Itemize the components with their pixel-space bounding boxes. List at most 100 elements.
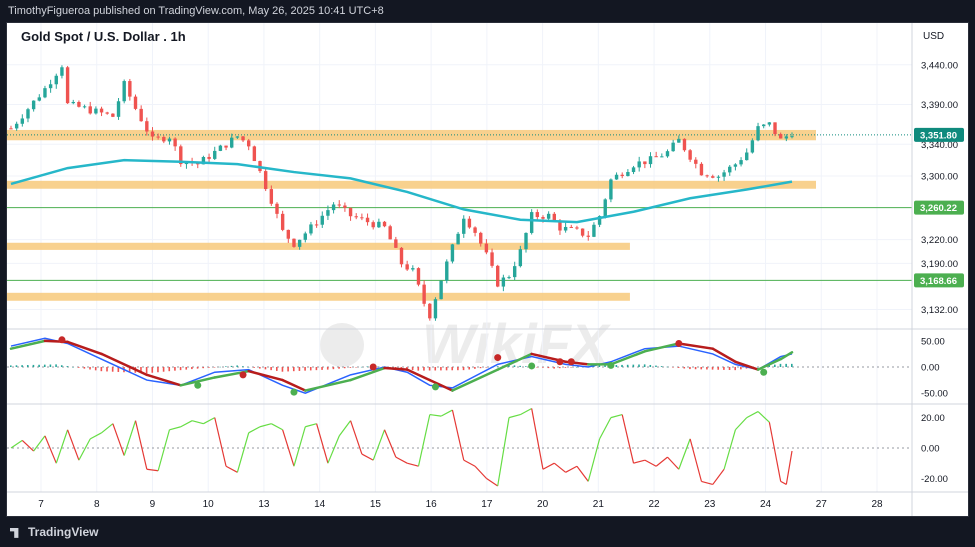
price-tick: 3,190.00 [921,259,958,270]
candle-body [263,171,268,190]
candle-body [490,252,494,266]
sr-zone [7,242,630,250]
candle-body [71,101,75,104]
time-tick: 27 [816,499,828,510]
chart-svg[interactable]: WikiFX 3,440.003,390.003,340.003,300.003… [7,23,968,516]
candle-body [541,217,545,219]
histogram-bar [400,367,403,369]
osc-tick: 0.00 [921,444,940,455]
candle-body [162,136,166,142]
oscillator-segment [338,420,352,437]
histogram-bar [196,367,199,369]
histogram-bar [49,364,52,367]
histogram-bar [309,367,312,371]
candle-body [20,118,25,124]
price-tick: 3,340.00 [921,140,958,151]
histogram-bar [145,367,148,374]
time-tick: 8 [94,499,100,510]
oscillator-segment [203,417,216,425]
candle-body [428,303,432,319]
candle-body [728,166,732,173]
time-tick: 13 [258,499,270,510]
chart-title: Gold Spot / U.S. Dollar . 1h [21,29,186,44]
chart-frame[interactable]: WikiFX 3,440.00 3,390.00 3,340.00 3,300.00 3… [6,22,969,517]
oscillator-segment [134,420,148,470]
price-badge [914,200,964,215]
histogram-bar [275,367,278,371]
candle-body [575,227,579,229]
histogram-bar [558,367,561,369]
candle-body [14,123,19,129]
oscillator-segment [169,426,181,431]
candle-body [529,212,534,233]
candle-body [745,152,749,161]
histogram-bar [423,367,425,371]
histogram-bar [479,367,482,369]
candle-body [241,136,245,141]
histogram-bar [575,367,578,368]
macd-panel [7,336,912,396]
candle-body [179,146,183,165]
time-tick: 10 [203,499,215,510]
macd-slow-segment [304,378,352,392]
candle-body [705,175,709,177]
candle-body [122,81,126,102]
oscillator-segment [599,417,612,440]
candle-body [269,189,274,204]
macd-slow-segment [428,378,454,392]
candle-body [173,138,177,147]
candle-body [31,100,36,110]
histogram-bar [55,364,57,367]
histogram-bar [768,365,770,367]
histogram-bar [94,367,97,371]
candle-body [275,203,279,214]
histogram-bar [785,363,787,367]
price-tick: 3,132.00 [921,305,958,316]
price-tick: 3,440.00 [921,60,958,71]
candle-body [320,215,324,225]
histogram-bar [638,364,640,367]
histogram-bar [694,367,697,370]
cross-marker [194,381,202,389]
candle-body [280,213,285,230]
oscillator-panel [7,407,912,487]
candle-body [552,213,557,221]
oscillator-segment [553,462,566,473]
candle-body [439,280,443,300]
candle-body [167,138,172,142]
sr-zones [7,129,816,301]
histogram-bar [264,367,267,370]
histogram-bar [672,367,674,368]
histogram-bar [117,367,120,372]
candle-body [592,224,596,237]
candle-body [512,266,517,278]
price-badge [914,127,964,142]
candle-body [99,108,104,113]
histogram-bar [338,367,340,369]
macd-slow-segment [179,376,216,387]
histogram-bar [21,365,23,367]
macd-slow-segment [677,342,715,350]
candle-body [150,131,155,137]
oscillator-segment [508,414,521,419]
histogram-bar [185,367,188,370]
histogram-bar [270,367,272,371]
histogram-bar [711,367,714,370]
candle-body [546,213,551,219]
candle-body [524,232,528,250]
histogram-bar [666,366,669,368]
oscillator-segment [191,420,204,425]
oscillator-segment [10,439,23,449]
candle-body [292,238,296,247]
histogram-bar [157,367,159,373]
histogram-bar [140,367,142,374]
candle-body [405,264,409,270]
histogram-bar [434,367,437,371]
histogram-bar [740,367,742,370]
sr-zone [7,129,816,141]
price-badge-text: 3,260.22 [920,203,957,214]
price-tick: 3,300.00 [921,172,958,183]
histogram-bar [360,366,363,368]
histogram-bar [89,367,91,370]
histogram-bar [626,364,629,367]
